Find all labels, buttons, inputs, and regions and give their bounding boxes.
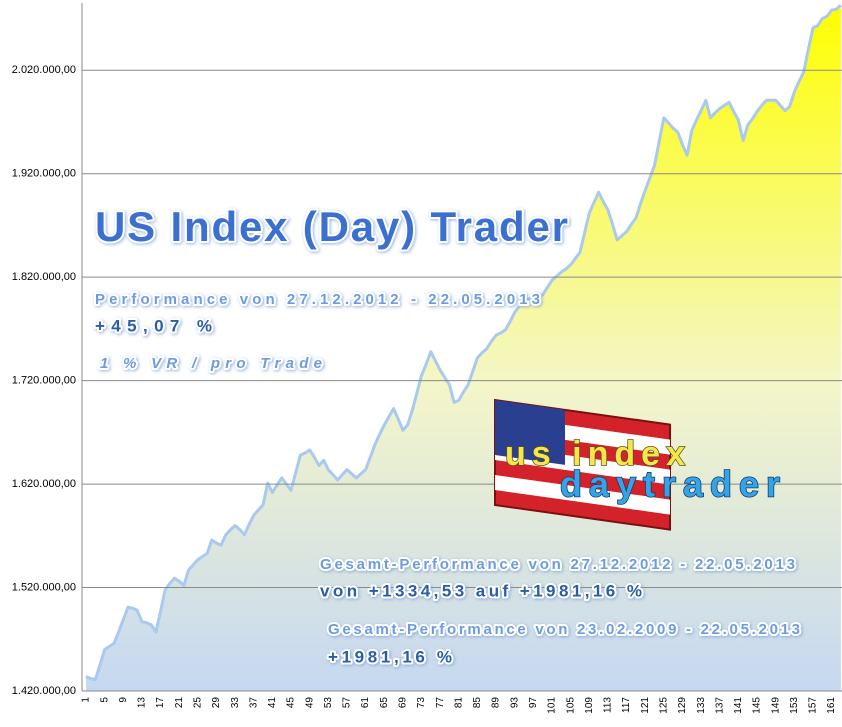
annotation: von +1334,53 auf +1981,16 % [320,581,642,600]
annotation: Performance von 27.12.2012 - 22.05.2013 [95,291,540,308]
y-tick-label: 2.020.000,00 [12,64,76,76]
logo-text: daytrader [560,464,780,505]
x-tick-label: 69 [398,697,409,709]
x-tick-label: 49 [304,697,315,709]
x-tick-label: 73 [416,697,427,709]
x-tick-label: 133 [696,697,707,714]
x-tick-label: 153 [789,697,800,714]
x-tick-label: 33 [230,697,241,709]
x-tick-label: 157 [808,697,819,714]
x-tick-label: 17 [155,697,166,709]
x-tick-label: 145 [752,697,763,714]
chart-title: US Index (Day) Trader [95,203,568,250]
x-tick-label: 93 [509,697,520,709]
flag [494,398,671,531]
x-tick-label: 61 [360,697,371,709]
logo: us index daytrader [494,398,781,531]
x-tick-label: 101 [547,697,558,714]
x-tick-label: 117 [621,697,632,713]
annotation: Gesamt-Performance von 23.02.2009 - 22.0… [328,621,800,638]
x-tick-label: 57 [342,697,353,709]
y-tick-label: 1.520.000,00 [12,581,76,593]
x-tick-label: 45 [286,697,297,709]
annotation: Gesamt-Performance von 27.12.2012 - 22.0… [320,556,795,573]
x-tick-label: 141 [733,697,744,714]
x-tick-label: 149 [770,697,781,714]
x-tick-label: 85 [472,697,483,709]
x-tick-label: 81 [453,697,464,709]
x-tick-label: 53 [323,697,334,709]
x-tick-label: 77 [435,697,446,709]
x-tick-label: 21 [174,697,185,709]
x-tick-label: 113 [603,697,614,713]
area-line [85,3,842,682]
x-tick-label: 13 [137,697,148,709]
x-tick-label: 65 [379,697,390,709]
y-tick-label: 1.620.000,00 [12,478,76,490]
y-tick-label: 1.920.000,00 [12,168,76,180]
y-tick-label: 1.820.000,00 [12,271,76,283]
x-tick-label: 9 [118,697,129,703]
x-tick-label: 125 [658,697,669,714]
x-tick-label: 161 [826,697,837,714]
x-tick-label: 89 [491,697,502,709]
annotation: +1981,16 % [328,647,452,666]
annotation: 1 % VR / pro Trade [100,355,322,372]
logo-text: us index [505,435,685,473]
x-tick-label: 37 [248,697,259,709]
y-tick-label: 1.720.000,00 [12,375,76,387]
x-tick-label: 109 [584,697,595,714]
x-tick-label: 137 [714,697,725,714]
x-tick-label: 41 [267,697,278,709]
x-tick-label: 105 [565,697,576,714]
annotation: +45,07 % [95,316,212,335]
x-tick-label: 1 [81,697,92,703]
x-tick-label: 25 [192,697,203,709]
y-tick-label: 1.420.000,00 [12,685,76,697]
x-tick-label: 5 [99,697,110,703]
x-tick-label: 29 [211,697,222,709]
x-tick-label: 129 [677,697,688,714]
x-tick-label: 121 [640,697,651,714]
x-tick-label: 97 [528,697,539,709]
